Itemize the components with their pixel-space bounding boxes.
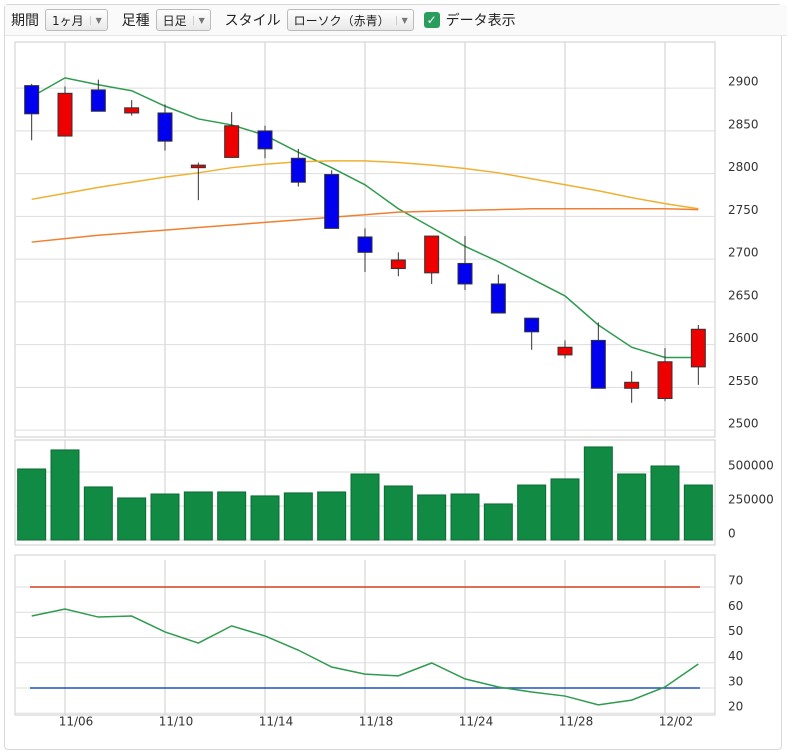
candle-body bbox=[590, 339, 606, 389]
y-tick-label: 2500 bbox=[728, 417, 759, 431]
volume-bar bbox=[250, 495, 280, 541]
y-tick-label: 2800 bbox=[728, 160, 759, 174]
style-label: スタイル bbox=[224, 13, 281, 29]
volume-bar bbox=[583, 446, 613, 541]
candle-body bbox=[624, 381, 640, 389]
volume-bar bbox=[183, 491, 213, 541]
x-tick-label: 11/06 bbox=[59, 715, 94, 729]
volume-bar bbox=[283, 492, 313, 541]
bar-dropdown[interactable]: 日足 ▼ bbox=[155, 9, 211, 31]
x-tick-label: 11/18 bbox=[359, 715, 394, 729]
volume-bar bbox=[683, 484, 713, 541]
y-tick-label: 2850 bbox=[728, 117, 759, 131]
y-tick-label: 50 bbox=[728, 624, 743, 638]
bar-label: 足種 bbox=[121, 13, 150, 29]
candle-body bbox=[657, 361, 673, 400]
x-tick-label: 11/14 bbox=[259, 715, 294, 729]
candle-body bbox=[490, 283, 506, 314]
candle-body bbox=[124, 107, 140, 114]
volume-bar bbox=[117, 497, 147, 541]
y-tick-label: 2550 bbox=[728, 374, 759, 388]
data-checkbox[interactable]: ✓ bbox=[423, 12, 440, 28]
dropdown-arrow: ▼ bbox=[192, 15, 210, 25]
bar-value: 日足 bbox=[162, 13, 187, 28]
volume-bar bbox=[617, 473, 647, 541]
y-tick-label: 20 bbox=[728, 700, 743, 714]
style-dropdown[interactable]: ローソク（赤青） ▼ bbox=[286, 9, 414, 31]
candle-body bbox=[157, 112, 173, 142]
period-dropdown[interactable]: 1ヶ月 ▼ bbox=[45, 9, 108, 31]
candle-body bbox=[424, 235, 440, 274]
y-tick-label: 40 bbox=[728, 649, 743, 663]
volume-bar bbox=[517, 484, 547, 541]
candle-body bbox=[457, 262, 473, 285]
moving-average-line bbox=[31, 160, 699, 210]
period-label: 期間 bbox=[11, 13, 39, 29]
candle-body bbox=[557, 346, 573, 356]
candle-body bbox=[257, 130, 273, 150]
style-value: ローソク（赤青） bbox=[293, 13, 390, 28]
period-value: 1ヶ月 bbox=[52, 13, 84, 28]
oscillator-line bbox=[31, 608, 699, 706]
y-tick-label: 30 bbox=[728, 674, 743, 688]
y-tick-label: 70 bbox=[728, 574, 743, 588]
volume-bar bbox=[317, 491, 347, 541]
candle-body bbox=[324, 174, 340, 229]
data-toggle-label: データ表示 bbox=[445, 13, 516, 29]
candle-body bbox=[524, 317, 540, 333]
y-tick-label: 60 bbox=[728, 599, 743, 613]
volume-bar bbox=[83, 486, 113, 541]
volume-bar bbox=[217, 491, 247, 541]
x-tick-label: 11/24 bbox=[459, 715, 494, 729]
dropdown-arrow: ▼ bbox=[395, 15, 413, 25]
x-tick-label: 12/02 bbox=[659, 715, 694, 729]
chart-card: 期間 1ヶ月 ▼ 足種 日足 ▼ スタイル ローソク（赤青） ▼ ✓ データ表示 bbox=[4, 4, 787, 750]
moving-average-line bbox=[31, 77, 699, 359]
volume-bar bbox=[483, 503, 513, 541]
y-tick-label: 2750 bbox=[728, 203, 759, 217]
moving-average-line bbox=[31, 207, 699, 243]
candle-body bbox=[390, 259, 406, 270]
volume-bar bbox=[550, 478, 580, 541]
y-tick-label: 2900 bbox=[728, 75, 759, 89]
volume-bar bbox=[650, 465, 680, 541]
y-tick-label: 2700 bbox=[728, 246, 759, 260]
y-tick-label: 2650 bbox=[728, 288, 759, 302]
volume-bar bbox=[17, 468, 47, 541]
y-tick-label: 250000 bbox=[728, 492, 774, 506]
dropdown-arrow: ▼ bbox=[89, 15, 107, 25]
candle-body bbox=[690, 328, 706, 368]
candle-body bbox=[24, 85, 40, 115]
x-tick-label: 11/28 bbox=[559, 715, 594, 729]
candle-body bbox=[90, 89, 106, 112]
x-tick-label: 11/10 bbox=[159, 715, 194, 729]
candle-body bbox=[290, 157, 306, 183]
candle-body bbox=[357, 236, 373, 253]
volume-bar bbox=[350, 473, 380, 541]
volume-bar bbox=[383, 485, 413, 541]
y-tick-label: 2600 bbox=[728, 331, 759, 345]
y-tick-label: 500000 bbox=[728, 458, 774, 472]
toolbar: 期間 1ヶ月 ▼ 足種 日足 ▼ スタイル ローソク（赤青） ▼ ✓ データ表示 bbox=[5, 5, 787, 36]
volume-bar bbox=[150, 493, 180, 541]
y-tick-label: 0 bbox=[728, 527, 736, 541]
volume-bar bbox=[50, 449, 80, 541]
volume-bar bbox=[417, 494, 447, 541]
volume-bar bbox=[450, 493, 480, 541]
candle-body bbox=[57, 92, 73, 137]
candle-body bbox=[190, 164, 206, 169]
candle-body bbox=[224, 125, 240, 158]
